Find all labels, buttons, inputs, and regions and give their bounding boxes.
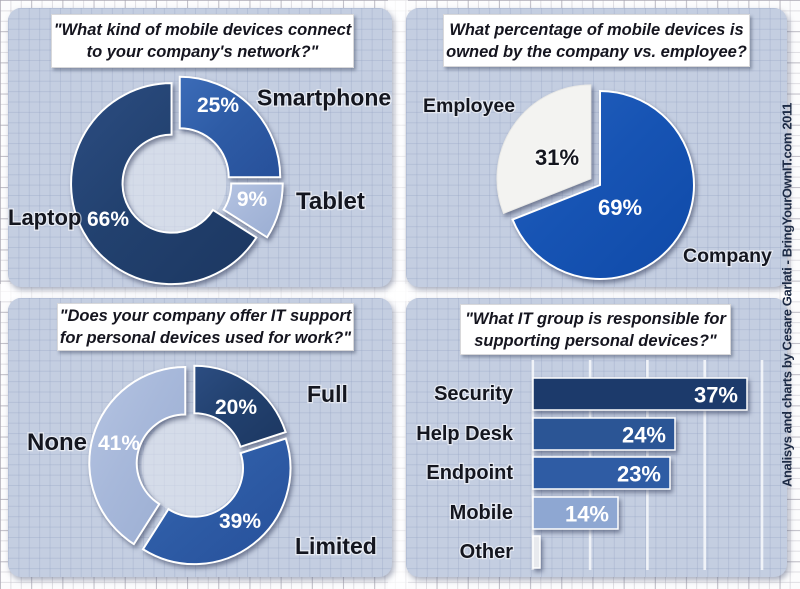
svg-text:37%: 37%: [694, 383, 738, 408]
svg-text:69%: 69%: [598, 195, 642, 220]
svg-text:Smartphone: Smartphone: [257, 85, 391, 111]
svg-text:41%: 41%: [98, 432, 140, 455]
svg-text:Help Desk: Help Desk: [416, 423, 514, 445]
svg-text:39%: 39%: [219, 510, 261, 533]
svg-text:Security: Security: [434, 383, 514, 405]
svg-text:Employee: Employee: [423, 95, 515, 117]
svg-text:31%: 31%: [535, 145, 579, 170]
svg-text:9%: 9%: [237, 188, 268, 211]
svg-text:25%: 25%: [197, 94, 239, 117]
svg-text:14%: 14%: [565, 502, 609, 527]
svg-text:Endpoint: Endpoint: [426, 462, 513, 484]
svg-text:Mobile: Mobile: [450, 502, 513, 524]
svg-text:Company: Company: [683, 245, 772, 267]
svg-text:None: None: [27, 429, 87, 456]
svg-text:Limited: Limited: [295, 533, 377, 559]
svg-text:66%: 66%: [87, 208, 129, 231]
svg-text:Laptop: Laptop: [8, 205, 81, 230]
svg-text:20%: 20%: [215, 396, 257, 419]
svg-text:Full: Full: [307, 381, 348, 407]
svg-text:Other: Other: [460, 541, 514, 563]
svg-text:23%: 23%: [617, 462, 661, 487]
svg-text:Tablet: Tablet: [296, 188, 365, 215]
svg-text:24%: 24%: [622, 423, 666, 448]
